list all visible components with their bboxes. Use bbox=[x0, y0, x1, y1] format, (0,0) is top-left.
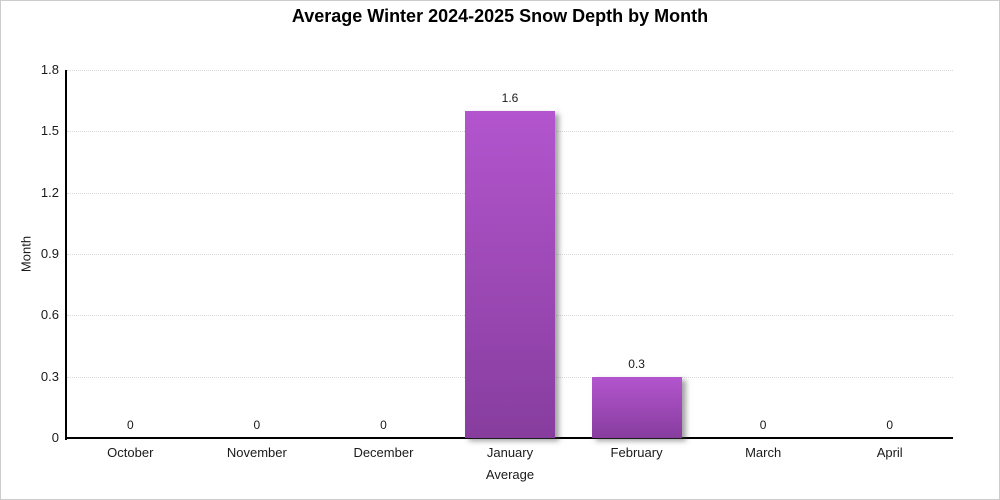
bar-february bbox=[591, 376, 682, 438]
chart-title: Average Winter 2024-2025 Snow Depth by M… bbox=[291, 6, 709, 26]
y-tick-label: 1.8 bbox=[40, 62, 59, 77]
bar-january bbox=[465, 110, 555, 438]
bar-value-label: 0 bbox=[759, 418, 767, 432]
y-tick-label: 0.3 bbox=[40, 368, 59, 384]
x-tick-label: November bbox=[226, 445, 287, 460]
x-tick-label: October bbox=[107, 445, 154, 460]
bar-value-label: 0.3 bbox=[628, 356, 645, 371]
x-axis-line bbox=[65, 437, 953, 439]
bar-value-label: 0 bbox=[886, 418, 894, 432]
x-axis-title: Average bbox=[485, 467, 535, 482]
x-tick-label: February bbox=[610, 445, 663, 460]
y-tick-label: 1.5 bbox=[40, 123, 59, 139]
bar-value-label: 0 bbox=[126, 418, 134, 432]
bar-value-label: 0 bbox=[253, 418, 261, 432]
bar-value-label: 1.6 bbox=[501, 90, 519, 105]
y-tick-label: 0.6 bbox=[40, 307, 59, 323]
x-tick-label: December bbox=[353, 445, 414, 460]
gridline bbox=[67, 70, 953, 71]
y-tick-label: 1.2 bbox=[40, 184, 59, 200]
y-axis-line bbox=[65, 70, 67, 440]
x-tick-label: January bbox=[486, 445, 534, 460]
x-tick-label: March bbox=[745, 445, 782, 460]
plot-area bbox=[67, 70, 953, 438]
y-tick-label: 0.9 bbox=[40, 246, 59, 261]
y-tick-label: 0 bbox=[51, 430, 59, 445]
x-tick-label: April bbox=[876, 445, 903, 460]
bar-value-label: 0 bbox=[380, 418, 387, 432]
